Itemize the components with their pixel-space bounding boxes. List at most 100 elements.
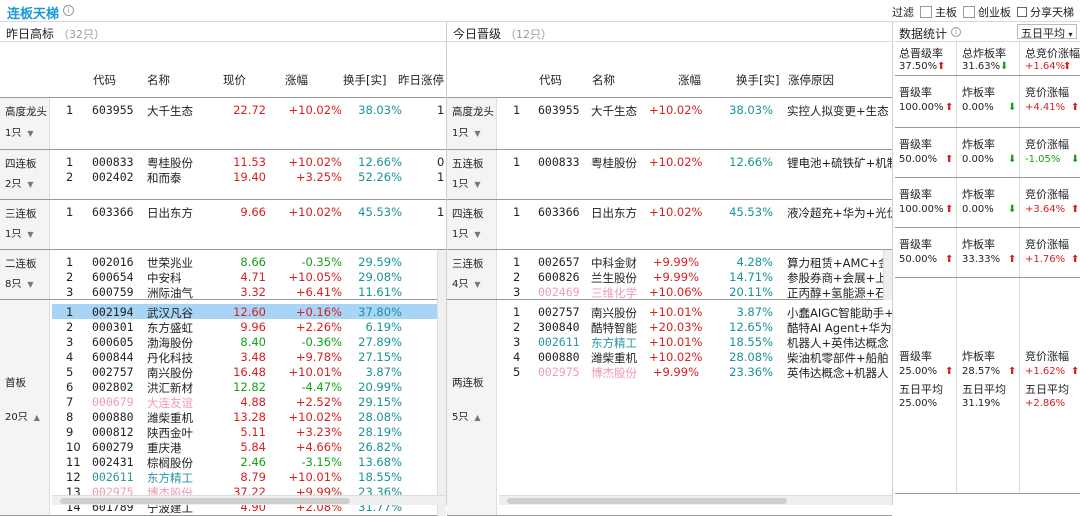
col-code[interactable]: 代码 bbox=[93, 73, 116, 87]
vertical-scrollbar[interactable] bbox=[437, 250, 446, 516]
chevron-up-icon[interactable]: ▲ bbox=[474, 412, 481, 422]
table-row[interactable]: 1 603955 大千生态 22.72 +10.02% 38.03% 1 bbox=[52, 102, 444, 118]
table-row[interactable]: 6 002802 洪汇新材 12.82 -4.47% 20.99% bbox=[52, 379, 436, 395]
chevron-down-icon[interactable]: ▼ bbox=[474, 128, 481, 138]
tier-count[interactable]: 1只 ▼ bbox=[452, 124, 481, 139]
main-board-checkbox[interactable]: 主板 bbox=[920, 4, 957, 20]
chevron-down-icon[interactable]: ▼ bbox=[474, 229, 481, 239]
col-turnover[interactable]: 换手[实] bbox=[343, 73, 387, 87]
chevron-down-icon[interactable]: ▼ bbox=[27, 179, 34, 189]
tier-count[interactable]: 1只 ▼ bbox=[452, 175, 481, 190]
tier-label[interactable]: 三连板 4只 ▼ bbox=[447, 250, 497, 299]
chevron-down-icon[interactable]: ▼ bbox=[27, 128, 34, 138]
table-row[interactable]: 4 000880 潍柴重机 +10.02% 28.08% 柴油机零部件+船舶 bbox=[499, 349, 890, 365]
col-name[interactable]: 名称 bbox=[592, 73, 615, 87]
table-row[interactable]: 3 002611 东方精工 +10.01% 18.55% 机器人+英伟达概念 bbox=[499, 334, 890, 350]
tier-label[interactable]: 四连板 2只 ▼ bbox=[0, 150, 50, 199]
tier-label[interactable]: 五连板 1只 ▼ bbox=[447, 150, 497, 199]
row-index: 1 bbox=[66, 155, 74, 169]
tier-count[interactable]: 8只 ▼ bbox=[5, 275, 34, 290]
table-row[interactable]: 1 603366 日出东方 +10.02% 45.53% 液冷超充+华为+光伏 bbox=[499, 204, 892, 220]
tier-count-value: 1只 bbox=[452, 178, 469, 190]
stock-name: 粤桂股份 bbox=[591, 156, 637, 170]
tier-count[interactable]: 20只 ▲ bbox=[5, 408, 40, 423]
scroll-thumb[interactable] bbox=[507, 498, 787, 504]
table-row[interactable]: 1 002757 南兴股份 +10.01% 3.87% 小蠢AIGC智能助手+ bbox=[499, 304, 892, 320]
tier-label[interactable]: 首板 20只 ▲ bbox=[0, 300, 50, 515]
tier-label[interactable]: 两连板 5只 ▲ bbox=[447, 300, 497, 515]
arrow-up-icon: ⬆ bbox=[1071, 204, 1080, 215]
col-code[interactable]: 代码 bbox=[539, 73, 562, 87]
arrow-down-icon: ⬇ bbox=[1008, 102, 1017, 113]
horizontal-scrollbar[interactable] bbox=[499, 495, 892, 505]
col-change[interactable]: 涨幅 bbox=[285, 73, 308, 87]
stock-code: 002431 bbox=[92, 455, 134, 469]
col-reason[interactable]: 涨停原因 bbox=[788, 73, 834, 87]
table-row[interactable]: 1 603366 日出东方 9.66 +10.02% 45.53% 1 bbox=[52, 204, 444, 220]
table-row[interactable]: 2 002402 和而泰 19.40 +3.25% 52.26% 1 bbox=[52, 169, 444, 185]
col-name[interactable]: 名称 bbox=[147, 73, 170, 87]
stat-value: 50.00% bbox=[899, 154, 938, 165]
table-row[interactable]: 1 002194 武汉凡谷 12.60 +0.16% 37.80% bbox=[52, 304, 438, 320]
table-row[interactable]: 1 002016 世荣兆业 8.66 -0.35% 29.59% bbox=[52, 254, 436, 270]
tier-count[interactable]: 2只 ▼ bbox=[5, 175, 34, 190]
col-change[interactable]: 涨幅 bbox=[678, 73, 701, 87]
chinext-checkbox[interactable]: 创业板 bbox=[963, 4, 1011, 20]
checkbox-icon[interactable] bbox=[963, 6, 975, 18]
col-yesterday-limit[interactable]: 昨日涨停 bbox=[398, 73, 444, 87]
tier-name: 二连板 bbox=[5, 257, 37, 270]
tier-count[interactable]: 1只 ▼ bbox=[5, 225, 34, 240]
chevron-down-icon[interactable]: ▼ bbox=[27, 279, 34, 289]
table-row[interactable]: 2 000301 东方盛虹 9.96 +2.26% 6.19% bbox=[52, 319, 436, 335]
share-button[interactable]: 分享天梯 bbox=[1017, 4, 1074, 20]
col-turnover[interactable]: 换手[实] bbox=[736, 73, 780, 87]
tier-count[interactable]: 4只 ▼ bbox=[452, 275, 481, 290]
table-row[interactable]: 5 002975 博杰股份 +9.99% 23.36% 英伟达概念+机器人 bbox=[499, 364, 890, 380]
info-icon[interactable]: i bbox=[951, 27, 961, 37]
table-row[interactable]: 1 603955 大千生态 +10.02% 38.03% 实控人拟变更+生态 bbox=[499, 102, 890, 118]
checkbox-icon[interactable] bbox=[920, 6, 932, 18]
change-pct: -0.35% bbox=[301, 255, 342, 269]
table-row[interactable]: 2 600654 中安科 4.71 +10.05% 29.08% bbox=[52, 269, 436, 285]
chevron-down-icon[interactable]: ▼ bbox=[474, 279, 481, 289]
table-row[interactable]: 3 002469 三维化学 +10.06% 20.11% 正丙醇+氢能源+石 bbox=[499, 284, 890, 299]
tier-count[interactable]: 5只 ▲ bbox=[452, 408, 481, 423]
horizontal-scrollbar[interactable] bbox=[52, 495, 446, 505]
table-row[interactable]: 11 002431 棕榈股份 2.46 -3.15% 13.68% bbox=[52, 454, 436, 470]
table-row[interactable]: 2 600826 兰生股份 +9.99% 14.71% 参股券商+会展+上 bbox=[499, 269, 890, 285]
row-index: 1 bbox=[513, 305, 521, 319]
share-label: 分享天梯 bbox=[1030, 6, 1074, 19]
table-row[interactable]: 12 002611 东方精工 8.79 +10.01% 18.55% bbox=[52, 469, 436, 485]
tier-label[interactable]: 四连板 1只 ▼ bbox=[447, 200, 497, 249]
table-row[interactable]: 7 000679 大连友谊 4.88 +2.52% 29.15% bbox=[52, 394, 436, 410]
col-price[interactable]: 现价 bbox=[223, 73, 246, 87]
table-row[interactable]: 9 000812 陕西金叶 5.11 +3.23% 28.19% bbox=[52, 424, 436, 440]
stats-total-row: 总晋级率 37.50% ⬆ 总炸板率 31.63% ⬇ 总竞价涨幅 +1.64% ⬆ bbox=[895, 42, 1080, 76]
vertical-scrollbar[interactable] bbox=[883, 250, 892, 300]
chevron-up-icon[interactable]: ▲ bbox=[33, 412, 40, 422]
info-icon[interactable]: i bbox=[63, 5, 74, 16]
tier-label[interactable]: 二连板 8只 ▼ bbox=[0, 250, 50, 299]
table-row[interactable]: 1 000833 粤桂股份 11.53 +10.02% 12.66% 0 bbox=[52, 154, 444, 170]
stat-value: 100.00% bbox=[899, 204, 944, 215]
chevron-down-icon[interactable]: ▼ bbox=[27, 229, 34, 239]
table-row[interactable]: 4 600844 丹化科技 3.48 +9.78% 27.15% bbox=[52, 349, 436, 365]
tier-label[interactable]: 高度龙头 1只 ▼ bbox=[0, 98, 50, 149]
table-row[interactable]: 8 000880 潍柴重机 13.28 +10.02% 28.08% bbox=[52, 409, 436, 425]
chevron-down-icon[interactable]: ▼ bbox=[474, 179, 481, 189]
table-row[interactable]: 5 002757 南兴股份 16.48 +10.01% 3.87% bbox=[52, 364, 436, 380]
tier-label[interactable]: 三连板 1只 ▼ bbox=[0, 200, 50, 249]
table-row[interactable]: 3 600605 渤海股份 8.40 -0.36% 27.89% bbox=[52, 334, 436, 350]
table-row[interactable]: 1 000833 粤桂股份 +10.02% 12.66% 锂电池+硫铁矿+机制 bbox=[499, 154, 892, 170]
tier-label[interactable]: 高度龙头 1只 ▼ bbox=[447, 98, 497, 149]
period-select[interactable]: 五日平均 ▾ bbox=[1017, 24, 1077, 40]
table-row[interactable]: 2 300840 酷特智能 +20.03% 12.65% 酷特AI Agent+华为 bbox=[499, 319, 892, 335]
turnover-pct: 23.36% bbox=[729, 365, 773, 379]
table-row[interactable]: 3 600759 洲际油气 3.32 +6.41% 11.61% bbox=[52, 284, 436, 299]
table-row[interactable]: 10 600279 重庆港 5.84 +4.66% 26.82% bbox=[52, 439, 436, 455]
scroll-thumb[interactable] bbox=[60, 498, 350, 504]
tier-count[interactable]: 1只 ▼ bbox=[5, 124, 34, 139]
row-index: 5 bbox=[66, 365, 74, 379]
table-row[interactable]: 1 002657 中科金财 +9.99% 4.28% 算力租赁+AMC+金融 bbox=[499, 254, 892, 270]
tier-count[interactable]: 1只 ▼ bbox=[452, 225, 481, 240]
